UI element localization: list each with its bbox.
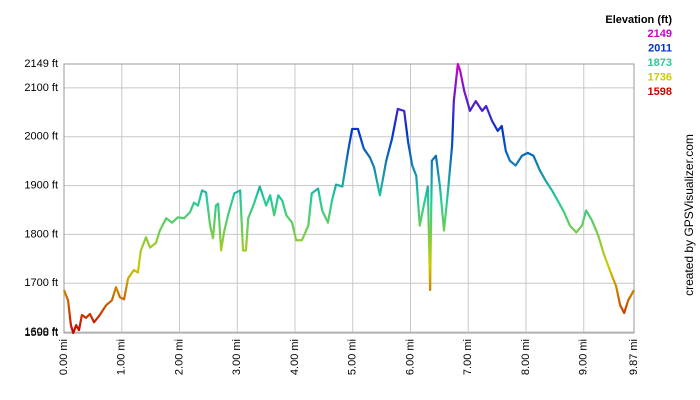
x-tick-label: 3.00 mi [231,339,243,375]
legend-entry: 1598 [648,86,672,98]
x-tick-label: 8.00 mi [520,339,532,375]
x-tick-label: 6.00 mi [404,339,416,375]
plot-border [63,63,635,334]
y-tick-label: 2000 ft [24,131,58,143]
y-tick-label: 2100 ft [24,82,58,94]
y-tick-label: 1800 ft [24,228,58,240]
legend-entry: 1873 [648,57,672,69]
legend-entry: 2149 [648,28,672,40]
x-tick-label: 1.00 mi [116,339,128,375]
x-tick-label: 7.00 mi [462,339,474,375]
y-tick-label: 1600 ft [24,326,58,338]
x-tick-label: 0.00 mi [58,339,70,375]
legend-entry: 1736 [648,71,672,83]
elevation-line [62,62,635,335]
legend-entry: 2011 [648,42,672,54]
credit: created by GPSVisualizer.com [682,134,696,296]
x-tick-label: 5.00 mi [347,339,359,375]
y-tick-label: 1598 ft [24,327,58,339]
x-tick-label: 9.00 mi [578,339,590,375]
legend-title: Elevation (ft) [605,14,672,26]
x-tick-label: 2.00 mi [173,339,185,375]
y-tick-label: 2149 ft [24,58,58,70]
y-tick-label: 1900 ft [24,179,58,191]
y-tick-label: 1700 ft [24,277,58,289]
x-tick-label: 4.00 mi [289,339,301,375]
x-tick-label: 9.87 mi [628,339,640,375]
